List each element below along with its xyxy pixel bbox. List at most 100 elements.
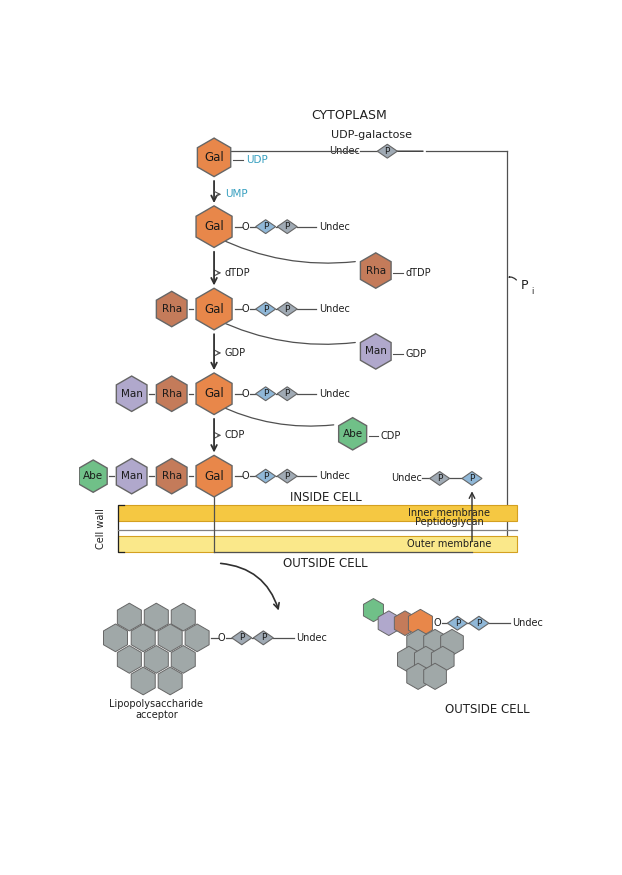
Text: Rha: Rha xyxy=(162,471,182,481)
Text: P: P xyxy=(521,279,528,292)
Polygon shape xyxy=(462,472,482,486)
Text: GDP: GDP xyxy=(225,348,246,358)
Text: Undec: Undec xyxy=(320,471,350,481)
Text: P: P xyxy=(384,147,390,156)
Text: OUTSIDE CELL: OUTSIDE CELL xyxy=(284,556,368,570)
Text: P: P xyxy=(263,472,268,480)
FancyArrowPatch shape xyxy=(509,276,516,280)
Text: O: O xyxy=(242,388,249,399)
Text: Undec: Undec xyxy=(320,388,350,399)
Polygon shape xyxy=(338,417,366,450)
Polygon shape xyxy=(447,616,467,630)
Polygon shape xyxy=(131,667,156,695)
Text: P: P xyxy=(263,222,268,231)
Polygon shape xyxy=(424,629,447,655)
Polygon shape xyxy=(232,631,252,645)
Bar xyxy=(118,536,517,551)
Text: Abe: Abe xyxy=(83,471,103,481)
FancyArrowPatch shape xyxy=(216,319,355,345)
Text: Rha: Rha xyxy=(162,304,182,314)
Polygon shape xyxy=(118,603,141,631)
Polygon shape xyxy=(144,603,169,631)
FancyArrowPatch shape xyxy=(216,237,355,263)
Text: Man: Man xyxy=(121,471,142,481)
Text: O: O xyxy=(218,633,226,643)
Bar xyxy=(118,505,517,521)
Text: Inner membrane: Inner membrane xyxy=(408,507,490,518)
Text: O: O xyxy=(242,304,249,314)
Text: P: P xyxy=(239,634,244,642)
Polygon shape xyxy=(158,624,182,652)
Polygon shape xyxy=(378,144,397,158)
Polygon shape xyxy=(256,387,276,401)
Polygon shape xyxy=(363,598,383,621)
Polygon shape xyxy=(256,469,276,483)
Text: Peptidoglycan: Peptidoglycan xyxy=(414,517,483,527)
Text: O: O xyxy=(434,619,441,628)
Text: Undec: Undec xyxy=(512,619,543,628)
Text: INSIDE CELL: INSIDE CELL xyxy=(290,491,361,504)
Polygon shape xyxy=(158,667,182,695)
Text: dTDP: dTDP xyxy=(405,268,430,278)
Text: Lipopolysaccharide: Lipopolysaccharide xyxy=(109,699,203,709)
Polygon shape xyxy=(116,376,147,411)
Text: Rha: Rha xyxy=(162,388,182,399)
Text: Undec: Undec xyxy=(320,304,350,314)
Text: i: i xyxy=(531,287,534,296)
Text: UDP: UDP xyxy=(246,155,268,164)
Polygon shape xyxy=(131,624,156,652)
Text: P: P xyxy=(284,222,290,231)
Polygon shape xyxy=(256,302,276,316)
Text: CYTOPLASM: CYTOPLASM xyxy=(311,108,387,122)
Text: P: P xyxy=(263,304,268,313)
Polygon shape xyxy=(277,469,297,483)
Polygon shape xyxy=(118,646,141,673)
Text: P: P xyxy=(470,474,475,483)
Text: Gal: Gal xyxy=(204,303,224,316)
Text: P: P xyxy=(261,634,266,642)
Polygon shape xyxy=(378,611,399,635)
Polygon shape xyxy=(432,647,454,673)
Text: UMP: UMP xyxy=(225,189,248,200)
Text: Gal: Gal xyxy=(204,388,224,400)
Text: Gal: Gal xyxy=(204,220,224,233)
Polygon shape xyxy=(394,611,415,635)
Polygon shape xyxy=(440,629,463,655)
Text: GDP: GDP xyxy=(405,349,426,359)
Polygon shape xyxy=(185,624,209,652)
Polygon shape xyxy=(397,647,420,673)
Polygon shape xyxy=(197,138,231,177)
Polygon shape xyxy=(360,333,391,369)
Text: UDP-galactose: UDP-galactose xyxy=(332,130,412,140)
Text: P: P xyxy=(284,304,290,313)
Polygon shape xyxy=(277,387,297,401)
Text: CDP: CDP xyxy=(381,431,401,441)
Polygon shape xyxy=(171,646,195,673)
Text: Undec: Undec xyxy=(297,633,327,643)
Polygon shape xyxy=(469,616,489,630)
Polygon shape xyxy=(253,631,273,645)
Polygon shape xyxy=(156,458,187,493)
Polygon shape xyxy=(196,288,232,330)
Polygon shape xyxy=(414,647,437,673)
Text: acceptor: acceptor xyxy=(135,710,178,720)
Polygon shape xyxy=(360,253,391,288)
Polygon shape xyxy=(407,663,429,690)
Polygon shape xyxy=(144,646,169,673)
Text: O: O xyxy=(242,221,249,232)
Polygon shape xyxy=(103,624,128,652)
Polygon shape xyxy=(430,472,450,486)
Text: Cell wall: Cell wall xyxy=(96,507,106,549)
Polygon shape xyxy=(156,376,187,411)
Polygon shape xyxy=(277,302,297,316)
Text: Undec: Undec xyxy=(330,146,360,157)
Text: Man: Man xyxy=(121,388,142,399)
Text: Undec: Undec xyxy=(320,221,350,232)
Text: Gal: Gal xyxy=(204,150,224,164)
Text: Undec: Undec xyxy=(391,473,422,484)
Text: CDP: CDP xyxy=(225,430,245,440)
Polygon shape xyxy=(277,220,297,234)
Polygon shape xyxy=(407,629,429,655)
Polygon shape xyxy=(424,663,447,690)
Text: dTDP: dTDP xyxy=(225,268,251,278)
